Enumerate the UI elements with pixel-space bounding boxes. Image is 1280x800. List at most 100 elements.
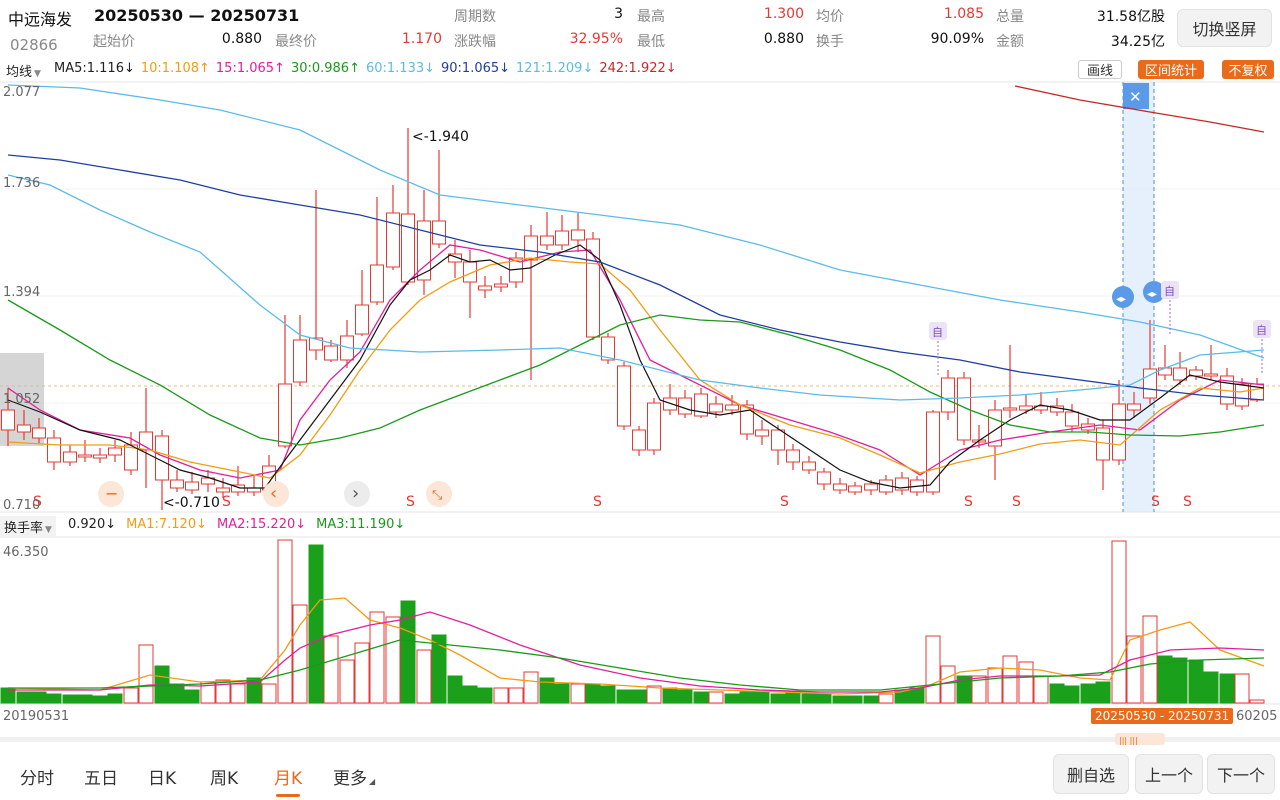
candle-body xyxy=(1065,411,1079,427)
volume-bar xyxy=(1095,681,1111,704)
volume-bar xyxy=(1157,655,1173,704)
stat-label: 最高 xyxy=(637,9,665,25)
candle-body xyxy=(63,451,77,463)
volume-selector[interactable]: 换手率 ▼ xyxy=(0,516,56,537)
volume-bar xyxy=(77,694,93,704)
volume-bar xyxy=(1111,540,1127,704)
volume-bar xyxy=(1002,655,1018,704)
candle-body xyxy=(524,235,538,261)
volume-bar xyxy=(539,677,555,704)
vol-ma1-line xyxy=(7,597,1265,695)
tab-4[interactable]: 月K xyxy=(274,764,302,797)
candle-body xyxy=(432,220,446,245)
ma242-line xyxy=(1014,85,1265,133)
candle-body xyxy=(941,377,955,413)
range-stat-button[interactable]: 区间统计 xyxy=(1138,60,1204,79)
candle-body xyxy=(848,485,862,493)
volume-bar xyxy=(1203,671,1219,704)
scroll-right-button xyxy=(344,481,370,507)
volume-bar xyxy=(878,693,894,704)
drag-handle-icon: ◂▸ xyxy=(1147,289,1157,300)
stat-value: 3 xyxy=(614,6,623,22)
volume-ma-items: 0.920↓ MA1:7.120↓ MA2:15.220↓ MA3:11.190↓ xyxy=(68,517,415,532)
candle-body xyxy=(1173,367,1187,381)
candle-body xyxy=(694,393,708,417)
volume-bar xyxy=(385,616,401,704)
candle-body xyxy=(1003,407,1017,411)
tab-2[interactable]: 日K xyxy=(148,769,177,789)
delete-watch-button[interactable]: 删自选 xyxy=(1053,754,1129,794)
high-price-annotation: <-1.940 xyxy=(412,129,469,145)
sell-marker: S xyxy=(1151,494,1160,510)
volume-bar xyxy=(708,691,724,704)
prev-button[interactable]: 上一个 xyxy=(1135,754,1203,794)
volume-bar xyxy=(92,695,108,704)
ma-item: 10:1.108↑ xyxy=(140,61,210,76)
ma-selector[interactable]: 均线 ▼ xyxy=(6,61,41,80)
volume-ma-item: 0.920↓ xyxy=(68,517,117,532)
stat-value: 0.880 xyxy=(763,31,804,47)
range-close-button xyxy=(1123,83,1149,109)
ma121-line xyxy=(7,84,1265,359)
self-tag-bg xyxy=(1253,320,1271,338)
sell-marker: S xyxy=(406,494,415,510)
candle-body xyxy=(957,377,971,441)
more-arrow-icon: ◢ xyxy=(369,777,376,786)
tab-3[interactable]: 周K xyxy=(210,769,239,789)
volume-bar xyxy=(909,687,925,704)
stat-value: 32.95% xyxy=(569,31,623,47)
drag-handle-icon: ||| ||| xyxy=(1119,736,1138,745)
adjust-button[interactable]: 不复权 xyxy=(1222,60,1274,79)
volume-bar xyxy=(754,691,770,704)
volume-bar xyxy=(230,683,246,704)
volume-bar xyxy=(1249,699,1265,704)
stat-label: 换手 xyxy=(816,34,844,50)
volume-bar xyxy=(1064,685,1080,704)
scroll-left-button xyxy=(263,481,289,507)
candle-body xyxy=(1,409,15,431)
volume-bar xyxy=(739,691,755,704)
ma-item: 30:0.986↑ xyxy=(290,61,360,76)
candle-body xyxy=(278,383,292,447)
volume-bar xyxy=(570,683,586,704)
candle-body xyxy=(370,264,384,303)
ma-bar: 均线 ▼ MA5:1.116↓ 10:1.108↑ 15:1.065↑ 30:0.986… xyxy=(0,59,1280,81)
candle-body xyxy=(802,461,816,471)
ma-item: 242:1.922↓ xyxy=(599,61,677,76)
tab-0[interactable]: 分时 xyxy=(20,769,54,789)
volume-bar xyxy=(431,634,447,704)
vol-ma3-line xyxy=(8,639,1265,691)
volume-bar xyxy=(770,693,786,704)
candle-body xyxy=(417,220,431,281)
candle-body xyxy=(771,429,785,451)
tab-5[interactable]: 更多 ◢ xyxy=(333,769,376,789)
stock-code: 02866 xyxy=(10,36,58,54)
price-tick: 1.736 xyxy=(3,176,41,191)
volume-bar xyxy=(169,683,185,704)
tab-1[interactable]: 五日 xyxy=(84,769,118,789)
draw-line-button[interactable]: 画线 xyxy=(1078,60,1122,79)
volume-bar xyxy=(31,691,47,704)
candle-body xyxy=(216,487,230,493)
candle-body xyxy=(817,471,831,485)
sell-marker: S xyxy=(780,494,789,510)
sell-marker: S xyxy=(1012,494,1021,510)
self-tag: 自 xyxy=(1164,285,1175,298)
volume-bar xyxy=(616,689,632,704)
volume-bar xyxy=(1033,675,1049,704)
sell-marker: S xyxy=(1183,494,1192,510)
volume-bar xyxy=(585,683,601,704)
candle-body xyxy=(494,283,508,288)
volume-bar xyxy=(832,695,848,704)
switch-orientation-button[interactable]: 切换竖屏 xyxy=(1177,9,1272,47)
candle-body xyxy=(1112,403,1126,461)
volume-bar xyxy=(46,693,62,704)
candle-body xyxy=(663,397,677,411)
candle-body xyxy=(324,345,338,361)
ma60-line xyxy=(7,174,1265,401)
volume-bar xyxy=(956,675,972,704)
next-button[interactable]: 下一个 xyxy=(1207,754,1275,794)
volume-bar xyxy=(940,665,956,704)
candle-body xyxy=(32,427,46,439)
